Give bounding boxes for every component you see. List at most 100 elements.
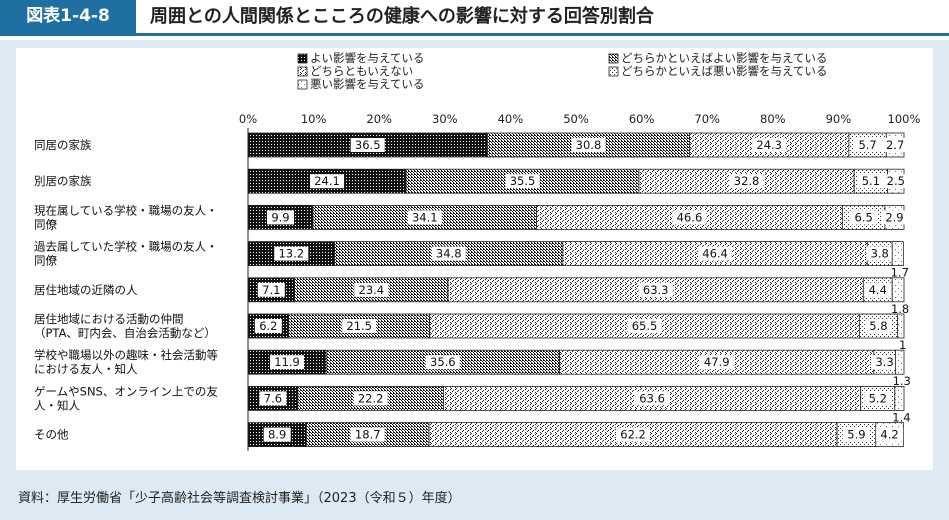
value-label: 4.2: [880, 428, 898, 442]
value-label-bg: [842, 427, 870, 442]
value-label-bg: [752, 138, 787, 152]
value-label: 2.7: [886, 138, 904, 152]
value-label-bg: [880, 210, 908, 225]
value-label-bg: [257, 282, 285, 297]
value-label-bg: [571, 138, 606, 152]
value-label: 34.8: [436, 247, 462, 261]
x-tick-label: 100%: [888, 112, 921, 126]
category-label: 現在属している学校・職場の友人・: [34, 203, 218, 217]
value-label: 2.9: [885, 210, 903, 224]
legend-label-1: どちらかといえばよい影響を与えている: [621, 51, 827, 65]
value-label-bg: [866, 246, 894, 261]
value-label-bg: [876, 427, 904, 442]
bar-segment: [895, 349, 905, 375]
value-label: 35.5: [510, 174, 536, 188]
value-label-bg: [864, 391, 892, 406]
value-label-bg: [850, 210, 878, 225]
x-tick-label: 0%: [239, 112, 257, 126]
value-label: 3.3: [875, 355, 893, 369]
x-tick-label: 40%: [498, 112, 524, 126]
value-label: 13.2: [278, 247, 304, 261]
value-label: 35.6: [430, 355, 456, 369]
value-label-bg: [635, 391, 670, 406]
value-label-bg: [425, 355, 460, 370]
figure-header: 図表1-4-8 周囲との人間関係とこころの健康への影響に対する回答別割合: [0, 0, 949, 36]
value-label: 30.8: [576, 138, 602, 152]
value-label-bg: [864, 319, 892, 333]
value-label: 63.3: [643, 283, 669, 297]
value-label-bg: [266, 210, 294, 225]
legend-label-0: よい影響を与えている: [310, 51, 424, 65]
value-label: 6.2: [259, 319, 277, 333]
category-label: その他: [34, 428, 69, 442]
value-label-bg: [881, 138, 909, 152]
x-tick-label: 60%: [629, 112, 655, 126]
value-label-bg: [699, 355, 734, 370]
legend-swatch-0: [297, 53, 308, 64]
value-label-bg: [505, 174, 540, 189]
value-label: 62.2: [620, 428, 646, 442]
value-label: 1.4: [892, 410, 910, 424]
category-label: 同居の家族: [34, 138, 92, 152]
value-label-bg: [729, 174, 764, 189]
category-label: における友人・知人: [34, 362, 138, 376]
value-label: 3.8: [871, 247, 889, 261]
legend-swatch-1: [608, 53, 619, 64]
value-label-bg: [350, 138, 385, 152]
value-label: 1.3: [893, 374, 911, 388]
value-label-bg: [431, 246, 466, 261]
bar-segment: [891, 241, 904, 267]
value-label-bg: [254, 319, 282, 333]
category-label: 居住地域における活動の仲間: [34, 312, 184, 326]
value-label: 21.5: [346, 319, 372, 333]
x-tick-label: 80%: [760, 112, 786, 126]
value-label: 5.2: [869, 391, 887, 405]
legend-label-3: どちらかといえば悪い影響を与えている: [621, 64, 827, 78]
x-tick-label: 30%: [432, 112, 458, 126]
value-label: 34.1: [412, 210, 438, 224]
category-label: 居住地域の近隣の人: [34, 283, 138, 297]
value-label: 47.9: [704, 355, 730, 369]
x-tick-label: 50%: [563, 112, 589, 126]
value-label-bg: [698, 246, 733, 261]
category-label: 同僚: [34, 217, 57, 231]
value-label: 7.6: [264, 391, 282, 405]
value-label-bg: [259, 391, 287, 406]
x-tick-label: 10%: [301, 112, 327, 126]
x-tick-label: 70%: [694, 112, 720, 126]
value-label-bg: [270, 355, 305, 370]
value-label: 18.7: [355, 428, 381, 442]
category-label: 人・知人: [34, 398, 80, 412]
legend-swatch-4: [297, 79, 308, 90]
plot-area: よい影響を与えている どちらともいえない 悪い影響を与えている どちらかといえばよい影…: [16, 48, 933, 470]
value-label-bg: [638, 282, 673, 297]
legend-label-4: 悪い影響を与えている: [310, 77, 424, 91]
value-label-bg: [882, 174, 910, 189]
value-label: 22.2: [358, 391, 384, 405]
value-label: 1: [899, 338, 906, 352]
bar-segment: [897, 313, 905, 339]
value-label-bg: [310, 174, 345, 189]
value-label: 8.9: [268, 428, 286, 442]
category-label: （PTA、町内会、自治会活動など）: [34, 326, 216, 340]
legend-swatch-2: [297, 66, 308, 77]
value-label: 11.9: [274, 355, 300, 369]
value-label: 5.8: [869, 319, 887, 333]
value-label-bg: [263, 427, 291, 442]
value-label-bg: [350, 427, 385, 442]
value-label-bg: [871, 355, 899, 370]
value-label: 2.5: [887, 174, 905, 188]
x-tick-label: 20%: [366, 112, 392, 126]
value-label: 6.5: [855, 210, 873, 224]
value-label-bg: [353, 391, 388, 406]
value-label-bg: [864, 282, 892, 297]
value-label-bg: [274, 246, 309, 261]
bars: 36.5 30.8 24.3 5.7 2.7 24.1 35.5 32.8 5.1 2.5 9.9 3…: [247, 132, 911, 448]
value-label-bg: [342, 319, 377, 333]
value-label-bg: [857, 174, 885, 189]
value-label: 32.8: [734, 174, 760, 188]
value-label-bg: [672, 210, 707, 225]
value-label: 46.6: [677, 210, 703, 224]
